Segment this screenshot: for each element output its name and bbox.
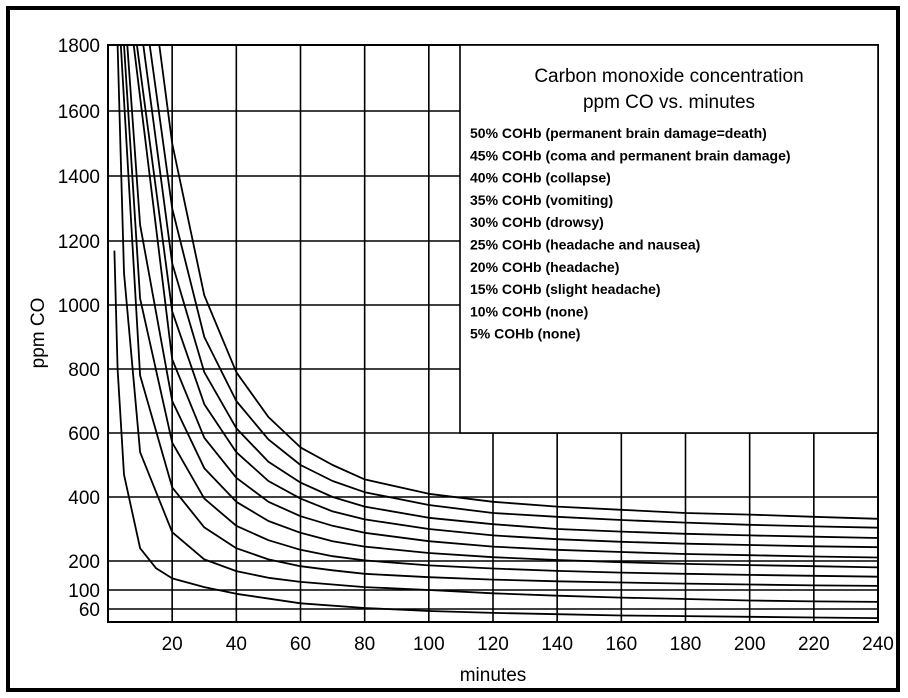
x-axis-title: minutes (460, 665, 527, 686)
series-line-25pct (126, 45, 878, 569)
legend-item: 25% COHb (headache and nausea) (470, 237, 700, 253)
series-line-20pct (123, 45, 878, 578)
y-tick-label: 600 (68, 424, 100, 445)
legend-item: 15% COHb (slight headache) (470, 281, 661, 297)
y-tick-label: 100 (68, 581, 100, 602)
x-tick-label: 160 (605, 634, 637, 655)
legend-item: 30% COHb (drowsy) (470, 214, 604, 230)
series-line-30pct (132, 45, 878, 559)
legend-item: 5% COHb (none) (470, 326, 580, 342)
legend-item: 35% COHb (vomiting) (470, 192, 613, 208)
x-tick-label: 20 (162, 634, 183, 655)
x-tick-label: 200 (734, 634, 766, 655)
x-tick-label: 40 (226, 634, 247, 655)
legend-item: 10% COHb (none) (470, 303, 588, 319)
y-tick-label: 1800 (58, 36, 100, 57)
x-tick-label: 120 (477, 634, 509, 655)
y-tick-label: 800 (68, 360, 100, 381)
x-tick-label: 240 (862, 634, 894, 655)
x-tick-label: 140 (541, 634, 573, 655)
y-tick-label: 1000 (58, 296, 100, 317)
x-tick-label: 80 (354, 634, 375, 655)
series-line-45pct (148, 45, 878, 529)
chart-title: Carbon monoxide concentration (534, 66, 803, 87)
y-tick-label: 400 (68, 488, 100, 509)
y-tick-label: 200 (68, 552, 100, 573)
series-line-15pct (119, 45, 878, 587)
x-tick-label: 220 (798, 634, 830, 655)
legend-item: 50% COHb (permanent brain damage=death) (470, 125, 767, 141)
series-line-40pct (142, 45, 878, 539)
legend-item: 40% COHb (collapse) (470, 170, 611, 186)
y-tick-label: 1600 (58, 102, 100, 123)
x-tick-label: 60 (290, 634, 311, 655)
series-line-35pct (136, 45, 878, 549)
y-tick-label: 1400 (58, 167, 100, 188)
x-tick-label: 180 (670, 634, 702, 655)
chart-subtitle: ppm CO vs. minutes (583, 92, 755, 113)
legend-item: 20% COHb (headache) (470, 259, 619, 275)
legend-box (459, 44, 879, 434)
series-line-50pct (158, 45, 878, 520)
series-line-5pct (113, 250, 878, 619)
y-tick-label: 60 (79, 600, 100, 621)
legend-item: 45% COHb (coma and permanent brain damag… (470, 147, 791, 163)
series-line-10pct (116, 45, 878, 603)
y-axis-title: ppm CO (28, 298, 49, 369)
x-tick-label: 100 (413, 634, 445, 655)
y-tick-label: 1200 (58, 232, 100, 253)
